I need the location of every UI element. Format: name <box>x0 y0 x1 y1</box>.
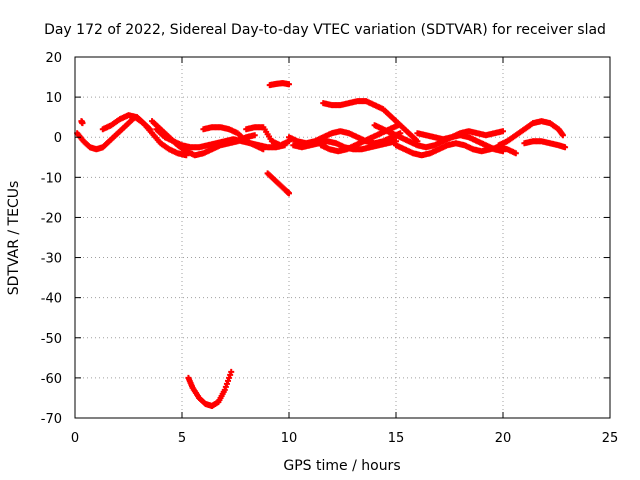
data-point <box>221 386 228 393</box>
x-tick-label: 15 <box>388 431 405 446</box>
data-point <box>79 120 86 127</box>
y-tick-label: -10 <box>41 171 62 186</box>
data-points <box>74 80 569 409</box>
axis-ticks: 0 5 10 15 20 25 20 10 0 -10 -20 -30 -40 -50 -60 -70 <box>41 51 619 446</box>
data-point <box>286 190 292 197</box>
data-point <box>146 126 153 133</box>
x-tick-label: 25 <box>602 431 619 446</box>
plot-frame <box>74 56 611 419</box>
data-point-interp <box>223 380 230 387</box>
y-tick-label: -40 <box>41 292 62 307</box>
chart-title: Day 172 of 2022, Sidereal Day-to-day VTE… <box>44 22 606 38</box>
data-point <box>286 81 292 88</box>
data-point <box>559 132 566 139</box>
data-point-interp <box>226 374 233 381</box>
x-tick-label: 20 <box>495 431 512 446</box>
y-tick-label: -50 <box>41 332 62 347</box>
data-point <box>228 368 235 375</box>
x-axis-label: GPS time / hours <box>283 458 400 474</box>
y-tick-label: -20 <box>41 211 62 226</box>
x-tick-label: 5 <box>178 431 186 446</box>
x-tick-label: 10 <box>281 431 298 446</box>
y-tick-label: -70 <box>41 412 62 427</box>
y-tick-label: 0 <box>54 131 62 146</box>
data-point <box>512 150 519 157</box>
data-point-interp <box>227 371 234 378</box>
y-axis-label: SDTVAR / TECUs <box>6 181 22 296</box>
data-point <box>251 132 258 139</box>
grid <box>75 57 610 418</box>
y-tick-label: 20 <box>45 51 62 66</box>
y-tick-label: -60 <box>41 372 62 387</box>
y-tick-label: -30 <box>41 252 62 267</box>
data-point-interp <box>225 377 232 384</box>
data-point <box>260 146 267 153</box>
data-point <box>562 144 569 151</box>
data-point <box>500 128 506 135</box>
y-tick-label: 10 <box>45 91 62 106</box>
data-point-interp <box>222 383 229 390</box>
x-tick-label: 0 <box>71 431 79 446</box>
